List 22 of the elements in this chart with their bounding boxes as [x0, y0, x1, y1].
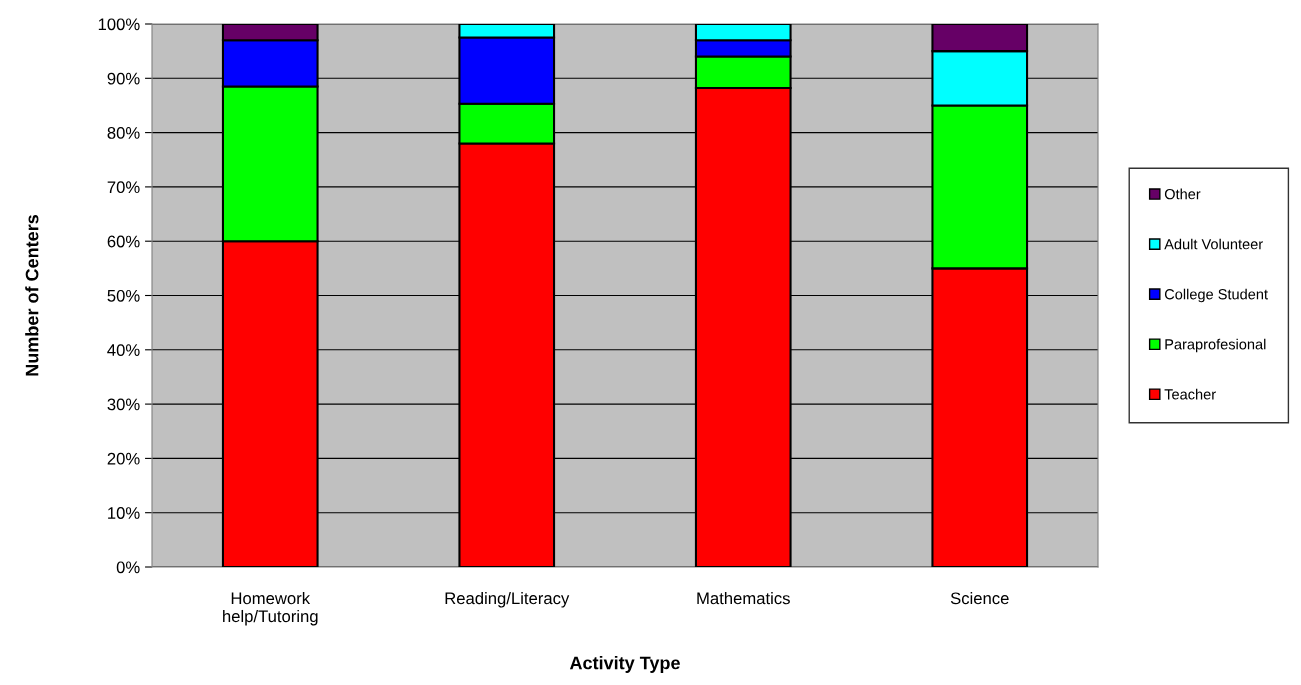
y-tick-label: 100%: [98, 18, 140, 31]
y-tick-label: 0%: [116, 561, 140, 574]
y-tick-label: 10%: [108, 507, 140, 519]
y-axis-title: Number of Centers: [25, 214, 39, 376]
legend-label: Teacher: [1164, 388, 1216, 400]
y-tick-label: 90%: [107, 72, 140, 85]
y-tick-label: 40%: [107, 344, 140, 356]
x-tick-label: Homework help/Tutoring: [223, 592, 318, 626]
y-tick-label: 20%: [107, 452, 140, 465]
x-axis-title: Activity Type: [569, 656, 680, 673]
y-tick-label: 80%: [107, 127, 140, 139]
legend-label: Paraprofesional: [1165, 338, 1266, 353]
y-tick-label: 70%: [107, 181, 140, 194]
y-tick-label: 50%: [107, 289, 140, 302]
legend-label: College Student: [1164, 288, 1268, 303]
legend-label: Other: [1164, 188, 1201, 200]
legend-label: Adult Volunteer: [1164, 238, 1263, 250]
y-tick-label: 60%: [107, 235, 140, 248]
y-tick-label: 30%: [107, 398, 140, 411]
x-tick-label: Mathematics: [697, 592, 790, 605]
x-tick-label: Reading/Literacy: [445, 592, 570, 608]
x-tick-label: Science: [950, 592, 1009, 605]
